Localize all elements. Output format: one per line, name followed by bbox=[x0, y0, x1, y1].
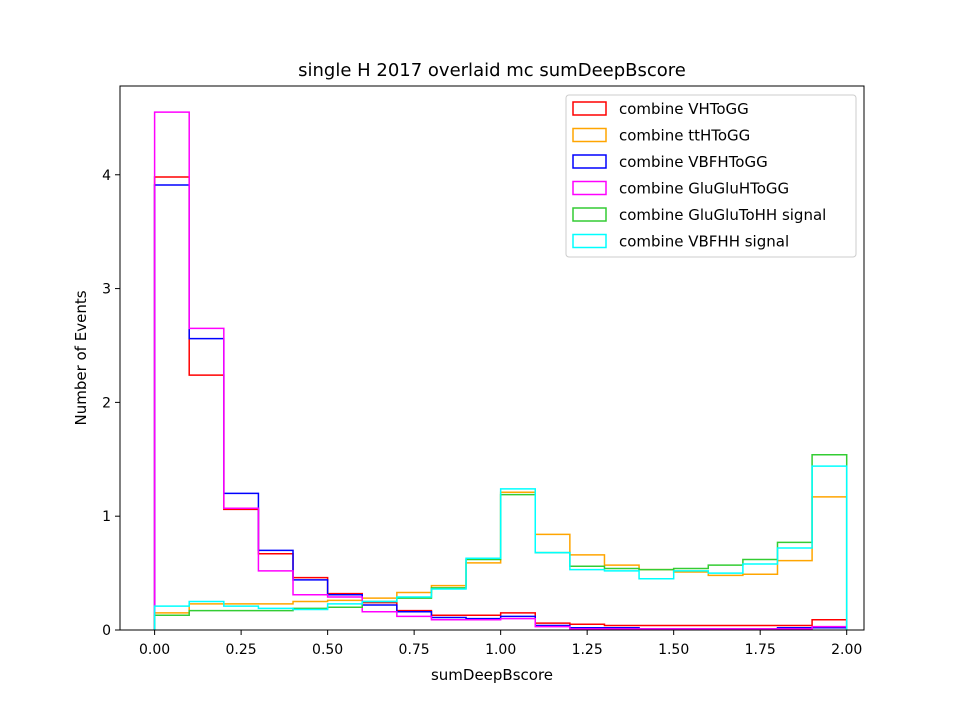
legend-swatch bbox=[572, 101, 607, 116]
chart-title: single H 2017 overlaid mc sumDeepBscore bbox=[298, 60, 686, 81]
y-axis-label: Number of Events bbox=[72, 290, 90, 425]
legend-box bbox=[565, 94, 857, 258]
legend-swatch bbox=[572, 127, 607, 143]
x-tick-label: 1.50 bbox=[658, 642, 689, 658]
axes-frame bbox=[119, 85, 865, 631]
x-tick-label: 1.25 bbox=[572, 642, 603, 658]
y-tick-label: 1 bbox=[102, 509, 111, 525]
legend-label: combine GluGluToHH signal bbox=[619, 206, 826, 224]
legend-swatch bbox=[572, 233, 607, 249]
legend-swatch bbox=[572, 207, 607, 222]
series-0-step-line bbox=[153, 176, 848, 630]
legend-label: combine ttHToGG bbox=[619, 127, 750, 145]
y-tick-label: 3 bbox=[102, 282, 111, 298]
legend-label: combine VHToGG bbox=[619, 100, 749, 118]
x-tick-label: 1.00 bbox=[485, 642, 516, 658]
legend-label: combine VBFHH signal bbox=[619, 233, 789, 251]
legend: combine VHToGG combine ttHToGG combine VBF… bbox=[565, 94, 857, 258]
y-tick-label: 2 bbox=[102, 395, 111, 411]
plot-area: 0.00 0.25 0.50 0.75 1.00 1.25 1.50 1.75 2.00 0 1 2 3… bbox=[102, 85, 865, 658]
series-5-step-line bbox=[153, 465, 848, 630]
x-tick-label: 0.50 bbox=[312, 642, 343, 658]
legend-swatch bbox=[572, 180, 607, 196]
series-1-step-line bbox=[153, 491, 848, 630]
x-tick-label: 0.25 bbox=[226, 642, 257, 658]
x-tick-label: 1.75 bbox=[745, 642, 776, 658]
y-tick-label: 4 bbox=[102, 168, 111, 184]
x-tick-label: 0.00 bbox=[139, 642, 170, 658]
x-tick-label: 2.00 bbox=[831, 642, 862, 658]
x-axis-label: sumDeepBscore bbox=[431, 666, 553, 684]
series-3-step-line bbox=[153, 111, 848, 630]
legend-swatch bbox=[572, 154, 607, 169]
legend-label: combine GluGluHToGG bbox=[619, 180, 789, 198]
legend-label: combine VBFHToGG bbox=[619, 153, 768, 171]
y-tick-label: 0 bbox=[102, 623, 111, 639]
x-tick-label: 0.75 bbox=[399, 642, 430, 658]
